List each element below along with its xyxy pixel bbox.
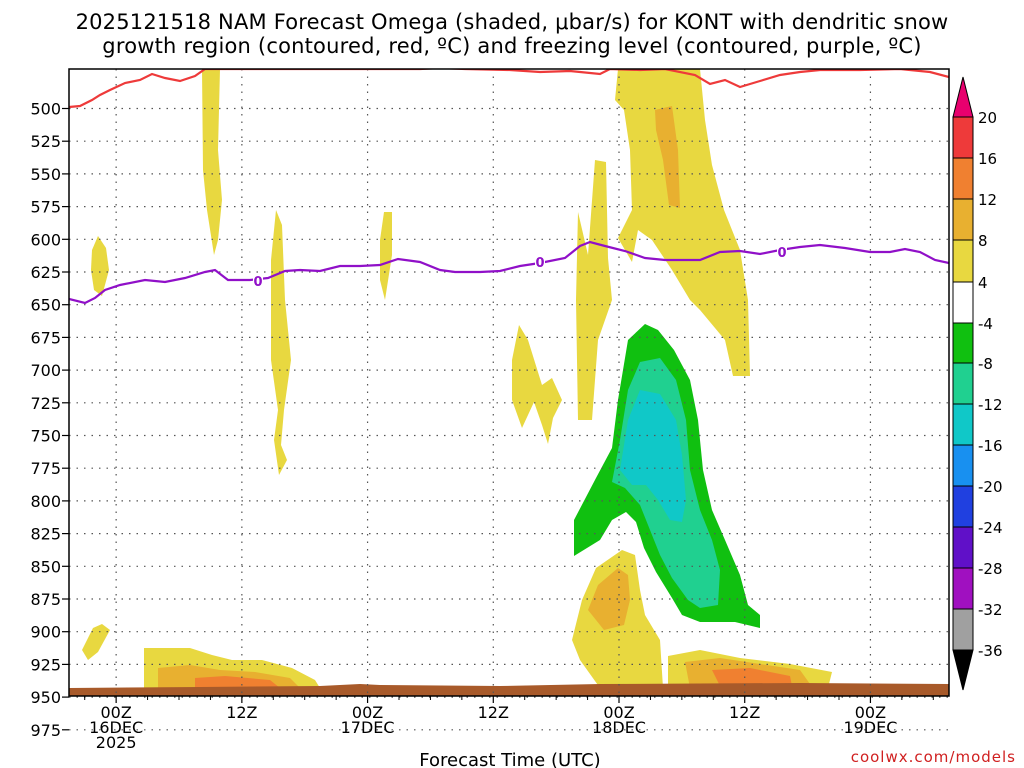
x-tick-label: 17DEC (341, 718, 395, 737)
omega-yellow-region (271, 210, 291, 475)
y-tick-label: 750 (30, 427, 61, 446)
freezing-level-label: 0 (535, 256, 544, 271)
y-tick-label: 525 (30, 132, 61, 151)
omega-yellow-region (615, 69, 750, 376)
y-tick-label: 925 (30, 655, 61, 674)
x-tick-label: 00Z (855, 703, 886, 722)
colorbar-label: -12 (978, 396, 1003, 414)
colorbar-label: 8 (978, 232, 988, 250)
omega-yellow-region (380, 212, 392, 300)
contours (69, 69, 949, 305)
omega-cyan-region (620, 390, 686, 522)
plot-frame (68, 68, 950, 697)
y-tick-label: 800 (30, 492, 61, 511)
colorbar-label: 12 (978, 191, 997, 209)
colorbar-swatch (952, 281, 974, 324)
colorbar-swatch (952, 198, 974, 241)
colorbar-swatch (952, 567, 974, 610)
colorbar-label: -8 (978, 355, 993, 373)
colorbar-swatch (952, 526, 974, 569)
colorbar-swatch (952, 116, 974, 159)
colorbar-label: -16 (978, 437, 1003, 455)
y-tick-label: 825 (30, 525, 61, 544)
omega-orange-region (712, 668, 792, 686)
colorbar-label: -36 (978, 642, 1003, 660)
x-tick-label: 12Z (478, 703, 509, 722)
x-axis-label: Forecast Time (UTC) (419, 750, 600, 768)
omega-yellow-region (512, 325, 562, 444)
y-tick-label: 650 (30, 296, 61, 315)
y-tick-label: 900 (30, 623, 61, 642)
x-tick-label: 12Z (226, 703, 257, 722)
omega-yellow-region (576, 160, 612, 420)
x-tick-label: 16DEC (89, 718, 143, 737)
colorbar-label: 16 (978, 150, 997, 168)
freezing-level-labels: 0 0 0 (253, 245, 787, 290)
colorbar-swatch (952, 608, 974, 651)
y-tick-label: 850 (30, 557, 61, 576)
colorbar-label: -24 (978, 519, 1003, 537)
omega-light-orange-region (655, 106, 680, 208)
colorbar-label: -20 (978, 478, 1003, 496)
y-tick-label: 675 (30, 328, 61, 347)
colorbar-label: 4 (978, 274, 988, 292)
colorbar-swatch (952, 157, 974, 200)
colorbar-swatch (952, 322, 974, 364)
ground-region (69, 683, 949, 696)
x-tick-label: 2025 (96, 733, 137, 752)
freezing-level-contour (69, 240, 949, 305)
y-tick-label: 550 (30, 165, 61, 184)
omega-shading (69, 69, 949, 696)
chart-title-line1: 2025121518 NAM Forecast Omega (shaded, μ… (75, 10, 949, 34)
colorbar-swatch (952, 239, 974, 283)
y-tick-label: 500 (30, 100, 61, 119)
chart-title-line2: growth region (contoured, red, ºC) and f… (102, 34, 922, 58)
x-tick-label: 19DEC (843, 718, 897, 737)
colorbar-swatch (952, 444, 974, 487)
y-tick-label: 975 (30, 721, 61, 740)
y-tick-label: 725 (30, 394, 61, 413)
y-tick-label: 625 (30, 263, 61, 282)
x-tick-label: 12Z (729, 703, 760, 722)
x-tick-label: 00Z (352, 703, 383, 722)
omega-yellow-region (91, 236, 109, 296)
colorbar-swatch (952, 403, 974, 446)
x-tick-label: 00Z (603, 703, 634, 722)
y-tick-label: 600 (30, 230, 61, 249)
y-tick-label: 700 (30, 361, 61, 380)
y-tick-label: 775 (30, 459, 61, 478)
colorbar-swatch (952, 485, 974, 528)
omega-yellow-region (202, 69, 222, 255)
omega-yellow-region (82, 624, 110, 660)
colorbar-label: -32 (978, 601, 1003, 619)
y-tick-label: 575 (30, 198, 61, 217)
colorbar-label: 20 (978, 109, 997, 127)
y-tick-label: 875 (30, 590, 61, 609)
colorbar-bottom-arrow (952, 649, 974, 691)
credit-text: coolwx.com/models (851, 748, 1016, 766)
colorbar-label: -28 (978, 560, 1003, 578)
freezing-level-label: 0 (777, 246, 786, 261)
colorbar: 20 16 12 8 4 -4 -8 -12 -16 -20 -24 -28 -32 -36 (952, 76, 1003, 691)
dendritic-growth-contour (69, 69, 949, 109)
colorbar-swatch (952, 362, 974, 405)
colorbar-label: -4 (978, 315, 993, 333)
x-tick-label: 00Z (100, 703, 131, 722)
colorbar-top-arrow (952, 76, 974, 118)
freezing-level-label: 0 (253, 275, 262, 290)
x-tick-label: 18DEC (592, 718, 646, 737)
gridlines (69, 69, 949, 731)
omega-orange-region (195, 676, 280, 688)
y-axis: 500 525 550 575 600 625 650 675 700 725 750 775 800 8… (30, 100, 69, 740)
y-tick-label: 950 (30, 688, 61, 707)
